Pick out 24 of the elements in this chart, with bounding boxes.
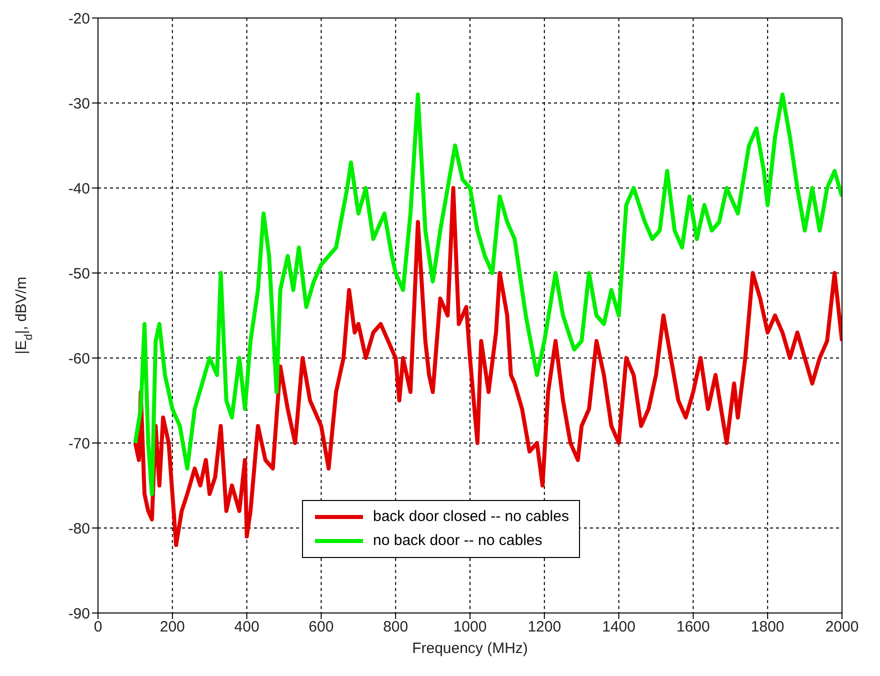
y-tick-label: -90 [68,605,90,622]
x-tick-label: 200 [160,618,185,636]
legend-label: no back door -- no cables [373,531,542,551]
x-tick-label: 400 [234,618,260,636]
line-series [133,186,842,547]
x-tick-label: 1400 [602,618,636,636]
y-tick-label: -40 [68,180,90,198]
y-tick-label: -30 [68,95,90,112]
legend-label: back door closed -- no cables [373,507,569,527]
x-tick-label: 1800 [750,618,784,636]
y-tick-label: -60 [68,350,90,368]
x-tick-label: 1200 [528,618,562,636]
y-tick-label: -70 [68,435,90,452]
x-tick-label: 1600 [676,618,710,636]
x-tick-label: 0 [94,618,102,636]
x-axis-title: Frequency (MHz) [412,640,528,657]
x-tick-label: 2000 [825,618,859,636]
x-tick-label: 600 [308,618,334,636]
y-tick-label: -50 [68,265,90,282]
x-tick-label: 800 [383,618,408,636]
y-tick-label: -20 [68,10,90,28]
x-tick-label: 1000 [453,618,487,636]
y-tick-label: -80 [68,520,90,538]
line-series [133,92,842,496]
